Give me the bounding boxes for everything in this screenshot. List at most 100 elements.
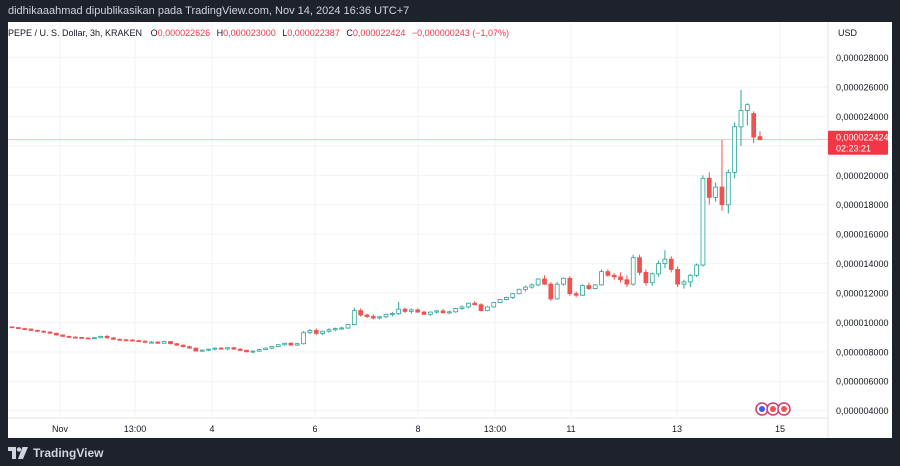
candle-body-up xyxy=(681,281,687,285)
event-flag-dot xyxy=(781,406,787,412)
candle-body-up xyxy=(383,313,389,318)
candle-body-down xyxy=(28,328,34,331)
candle-body-up xyxy=(250,350,256,353)
candle-body-up xyxy=(307,330,313,334)
tradingview-logo-icon xyxy=(8,447,28,459)
candle-body-up xyxy=(225,347,230,350)
tradingview-logo[interactable]: TradingView xyxy=(8,446,103,460)
candle-body-down xyxy=(142,340,148,343)
time-tick-label: 4 xyxy=(209,424,214,434)
candle-body-up xyxy=(447,311,452,314)
candle-body-up xyxy=(263,347,268,351)
candle-body-up xyxy=(389,313,395,315)
time-tick-label: 13:00 xyxy=(484,424,507,434)
candle-body-up xyxy=(687,274,693,283)
candle-body-up xyxy=(554,283,560,300)
candle-body-down xyxy=(573,293,579,296)
candle-body-down xyxy=(751,113,757,138)
candle-body-up xyxy=(656,263,661,275)
symbol-label[interactable]: PEPE / U. S. Dollar, 3h, KRAKEN xyxy=(8,28,143,38)
candle-body-up xyxy=(377,316,383,319)
time-tick-label: Nov xyxy=(52,424,69,434)
candle-body-up xyxy=(98,335,104,339)
candle-body-up xyxy=(326,329,332,332)
candle-body-down xyxy=(66,335,72,338)
footer-bar: TradingView xyxy=(0,440,900,466)
candle-body-down xyxy=(79,336,85,339)
time-tick-label: 6 xyxy=(312,424,317,434)
candle-body-up xyxy=(713,186,718,198)
candle-body-up xyxy=(212,347,218,350)
chart-area[interactable] xyxy=(8,22,892,438)
candlestick-chart[interactable]: 0,000028000 0,000026000 0,000024000 0,00002… xyxy=(8,22,892,438)
candle-body-up xyxy=(738,110,744,128)
candle-body-up xyxy=(649,273,655,284)
candle-body-up xyxy=(320,330,325,334)
candle-body-up xyxy=(92,337,97,340)
candle-body-down xyxy=(611,274,617,278)
candle-body-up xyxy=(466,302,471,308)
candle-body-up xyxy=(351,310,357,326)
candle-body-up xyxy=(332,328,338,331)
candle-body-up xyxy=(523,286,528,290)
candle-body-down xyxy=(624,279,630,285)
candle-body-down xyxy=(15,327,21,329)
publisher-text: didhikaaahmad dipublikasikan pada Tradin… xyxy=(8,5,410,17)
candle-body-down xyxy=(104,335,110,339)
candle-body-up xyxy=(396,308,402,314)
candle-body-down xyxy=(364,314,370,317)
price-tick-label: 0,000014000 xyxy=(836,259,889,269)
candle-body-down xyxy=(130,339,135,342)
candle-body-down xyxy=(719,186,725,206)
low-value: 0,000022387 xyxy=(287,28,340,38)
candle-body-up xyxy=(700,177,706,266)
candle-body-up xyxy=(592,284,598,289)
candle-body-up xyxy=(535,278,541,286)
candle-body-down xyxy=(402,308,408,312)
currency-label[interactable]: USD xyxy=(838,28,858,38)
close-value: 0,000022424 xyxy=(352,28,406,38)
candle-body-down xyxy=(757,136,763,141)
price-tick-label: 0,000008000 xyxy=(836,347,889,357)
candle-body-down xyxy=(168,341,173,345)
close-label: C xyxy=(346,28,353,38)
time-tick-label: 8 xyxy=(415,424,420,434)
candle-body-up xyxy=(199,349,205,352)
high-label: H xyxy=(216,28,224,38)
candle-body-down xyxy=(218,347,224,350)
candle-body-down xyxy=(313,330,319,334)
candle-body-down xyxy=(180,344,186,348)
candle-body-down xyxy=(370,316,376,319)
change-value: −0,000000243 (−1,07%) xyxy=(411,28,510,38)
candle-body-up xyxy=(294,343,300,346)
price-tick-label: 0,000010000 xyxy=(836,318,889,328)
candle-body-down xyxy=(174,343,180,346)
candle-body-down xyxy=(478,304,484,312)
candle-body-down xyxy=(9,326,15,329)
candle-body-up xyxy=(516,288,522,295)
candle-body-down xyxy=(123,339,129,342)
tradingview-brand: TradingView xyxy=(33,446,104,460)
open-value: 0,000022626 xyxy=(157,28,211,38)
event-flag-dot xyxy=(770,406,776,412)
candle-body-up xyxy=(732,126,738,173)
last-price-tag xyxy=(828,130,888,155)
candle-body-down xyxy=(706,177,712,198)
candle-body-down xyxy=(34,329,40,332)
candle-body-up xyxy=(275,344,281,348)
candle-body-down xyxy=(231,347,237,350)
candle-body-up xyxy=(161,341,167,344)
candle-body-down xyxy=(548,283,554,300)
candle-body-up xyxy=(149,341,154,344)
candle-body-down xyxy=(73,336,78,339)
candle-body-down xyxy=(440,310,446,314)
time-tick-label: 11 xyxy=(566,424,575,434)
candle-body-down xyxy=(117,338,123,341)
candle-body-up xyxy=(453,308,459,313)
publisher-line: didhikaaahmad dipublikasikan pada Tradin… xyxy=(0,0,900,22)
candle-body-down xyxy=(288,342,294,346)
candle-body-up xyxy=(491,302,497,308)
candle-body-down xyxy=(47,331,53,334)
candle-body-up xyxy=(434,310,440,313)
last-price-value: 0,000022424 xyxy=(836,133,889,143)
